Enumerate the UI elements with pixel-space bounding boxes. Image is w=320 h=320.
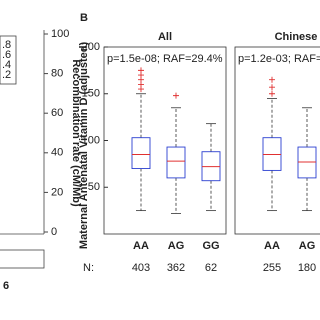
y-tick-label: 200 bbox=[82, 41, 100, 53]
panel-frame bbox=[234, 46, 320, 235]
n-label: N: bbox=[83, 262, 94, 274]
x-tick-label: AG bbox=[168, 240, 185, 252]
axis-label: Recombination rate (cM/Mb) bbox=[70, 59, 82, 207]
legend-label: .2 bbox=[2, 69, 11, 81]
n-value: 180 bbox=[298, 262, 316, 274]
y-tick-label: 50 bbox=[88, 181, 100, 193]
n-value: 62 bbox=[205, 262, 217, 274]
x-tick-label: GG bbox=[202, 240, 219, 252]
legend-label: .6 bbox=[2, 49, 11, 61]
panel-title: All bbox=[158, 31, 172, 43]
outlier bbox=[269, 76, 275, 83]
y-tick-label: 60 bbox=[51, 107, 63, 119]
x-tick-label: AA bbox=[133, 240, 149, 252]
gene-track bbox=[0, 249, 45, 269]
y-tick-label: 20 bbox=[51, 186, 63, 198]
n-value: 403 bbox=[132, 262, 150, 274]
outlier bbox=[173, 92, 179, 99]
y-tick-label: 150 bbox=[82, 88, 100, 100]
y-tick-label: 40 bbox=[51, 147, 63, 159]
axis-label: Maternal Antenatal Vitamin D (adjusted) bbox=[78, 42, 90, 250]
annotation: p=1.2e-03; RAF= bbox=[238, 53, 320, 65]
box bbox=[166, 146, 186, 179]
outlier bbox=[138, 67, 144, 74]
y-tick-label: 80 bbox=[51, 68, 63, 80]
y-tick-label: 0 bbox=[51, 226, 57, 238]
outlier bbox=[269, 84, 275, 91]
legend-label: .4 bbox=[2, 59, 11, 71]
outlier bbox=[269, 90, 275, 97]
n-value: 255 bbox=[263, 262, 281, 274]
box bbox=[131, 137, 151, 170]
y-tick-label: 100 bbox=[51, 28, 69, 40]
x-tick-label: AA bbox=[264, 240, 280, 252]
legend-box bbox=[0, 35, 17, 85]
panel-title: Chinese bbox=[275, 31, 318, 43]
annotation: p=1.5e-08; RAF=29.4% bbox=[107, 53, 223, 65]
x-tick-label: 6 bbox=[3, 280, 9, 292]
y-tick-label: 100 bbox=[82, 134, 100, 146]
x-tick-label: AG bbox=[299, 240, 316, 252]
legend-label: .8 bbox=[2, 39, 11, 51]
n-value: 362 bbox=[167, 262, 185, 274]
panel-label: B bbox=[80, 12, 88, 24]
